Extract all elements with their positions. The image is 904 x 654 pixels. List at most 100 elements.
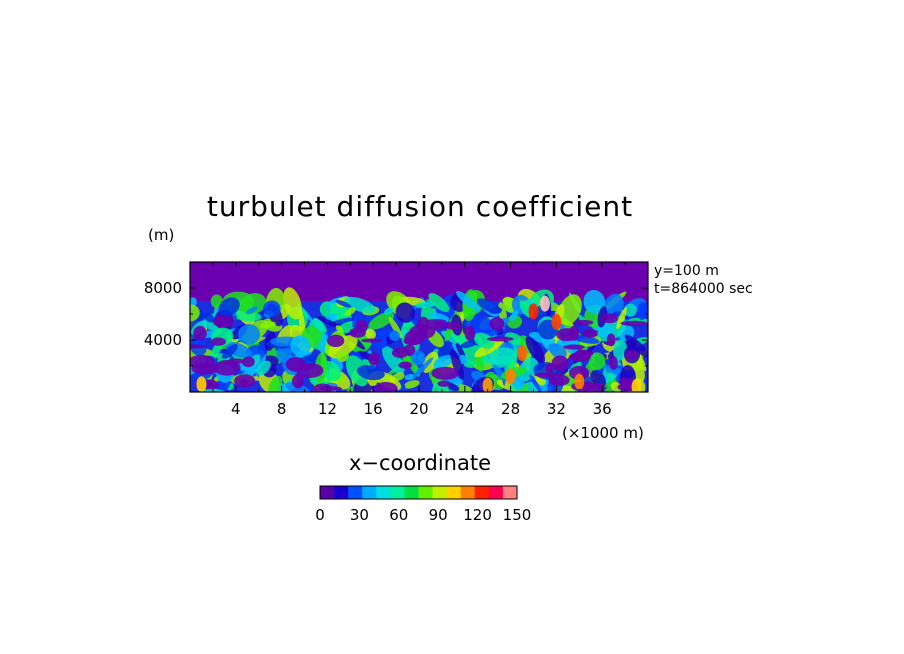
colorbar-tick-label: 120 <box>463 506 492 524</box>
field-gap <box>326 334 345 348</box>
field-blob <box>415 301 436 309</box>
colorbar-tick-labels: 0 30 60 90 120 150 <box>315 506 531 524</box>
colorbar-cell <box>362 486 377 499</box>
field-blob <box>450 349 465 380</box>
x-tick-label: 20 <box>409 400 428 418</box>
colorbar-cell <box>390 486 405 499</box>
field-blob <box>456 291 481 312</box>
x-tick-label: 12 <box>318 400 337 418</box>
colorbar-cells <box>320 486 518 499</box>
field-gap <box>619 377 629 385</box>
field-gap <box>404 330 425 345</box>
field-gap <box>349 327 366 338</box>
field-gap <box>190 344 207 349</box>
field-gap <box>285 357 306 372</box>
field-gap <box>548 374 570 387</box>
field-blob <box>588 352 606 371</box>
field-gap <box>486 336 514 342</box>
field-blob <box>395 302 416 323</box>
field-blob <box>190 297 197 308</box>
y-tick-labels: 8000 4000 <box>144 279 182 349</box>
field-gap <box>213 360 241 376</box>
field-blob <box>610 381 622 392</box>
x-tick-label: 28 <box>501 400 520 418</box>
field-blob <box>256 360 271 376</box>
field-gap <box>193 325 207 341</box>
field-blob <box>517 357 539 382</box>
field-blob <box>238 324 261 345</box>
x-tick-labels: 4 8 12 16 20 24 28 32 36 <box>231 400 612 418</box>
turbulence-field <box>190 287 648 392</box>
field-blob <box>218 297 240 317</box>
field-gap <box>234 374 256 388</box>
field-gap <box>374 381 398 392</box>
field-gap <box>212 315 235 328</box>
colorbar-frame <box>319 485 518 500</box>
field-gap <box>445 321 462 330</box>
colorbar-cell <box>404 486 419 499</box>
x-axis-label: x−coordinate <box>349 451 491 475</box>
field-blob <box>613 339 628 361</box>
colorbar-cell <box>320 486 335 499</box>
colorbar-cell <box>460 486 476 499</box>
field-blob <box>203 313 215 323</box>
field-blob <box>637 301 648 321</box>
field-blob <box>623 303 637 317</box>
chart-title: turbulet diffusion coefficient <box>207 190 633 223</box>
field-gap <box>398 361 413 369</box>
field-blob <box>263 300 281 318</box>
field-hotspot <box>574 373 585 390</box>
field-gap <box>424 318 447 325</box>
field-hotspot <box>528 303 539 320</box>
annotation-y: y=100 m <box>654 263 719 279</box>
field-gap <box>422 323 451 329</box>
x-tick-label: 36 <box>593 400 612 418</box>
colorbar-cell <box>446 486 462 499</box>
field-gap <box>624 350 639 360</box>
field-gap <box>568 325 580 341</box>
field-blob <box>246 306 258 315</box>
field-gap <box>403 344 416 356</box>
colorbar-cell <box>348 486 363 499</box>
field-blob <box>365 328 376 340</box>
field-blob <box>283 287 302 320</box>
field-blob <box>548 341 567 359</box>
field-blob <box>473 332 495 349</box>
colorbar-cell <box>334 486 349 499</box>
field-blob <box>290 335 311 357</box>
colorbar-cell <box>474 486 490 499</box>
field-gap <box>417 316 430 333</box>
field-gap <box>577 382 605 387</box>
field-gap <box>606 333 616 347</box>
field-gap <box>291 374 305 389</box>
y-tick-label: 4000 <box>144 331 182 349</box>
field-gap <box>573 319 594 326</box>
y-tick-label: 8000 <box>144 279 182 297</box>
colorbar-tick-label: 30 <box>350 506 369 524</box>
field-gap <box>563 344 585 350</box>
colorbar: 0 30 60 90 120 150 <box>315 485 531 524</box>
field-blob <box>259 321 276 329</box>
field-hotspot <box>551 313 562 330</box>
field-gap <box>534 372 563 378</box>
field-blob <box>404 373 416 381</box>
field-blob <box>344 296 376 313</box>
colorbar-cell <box>502 486 518 499</box>
x-tick-label: 8 <box>277 400 287 418</box>
field-gap <box>545 363 554 374</box>
field-blob <box>529 374 542 392</box>
field-blob <box>384 307 394 315</box>
field-gap <box>431 366 459 380</box>
field-blob <box>368 312 395 330</box>
field-blob <box>344 307 356 317</box>
y-axis-unit: (m) <box>148 226 174 244</box>
colorbar-cell <box>376 486 391 499</box>
field-blob <box>362 359 374 367</box>
annotation-t: t=864000 sec <box>654 281 753 297</box>
x-tick-label: 24 <box>455 400 474 418</box>
field-gap <box>241 356 255 368</box>
field-blob <box>528 331 556 345</box>
field-gap <box>582 328 598 338</box>
field-hotspot <box>517 345 528 361</box>
field-blob <box>221 344 238 359</box>
